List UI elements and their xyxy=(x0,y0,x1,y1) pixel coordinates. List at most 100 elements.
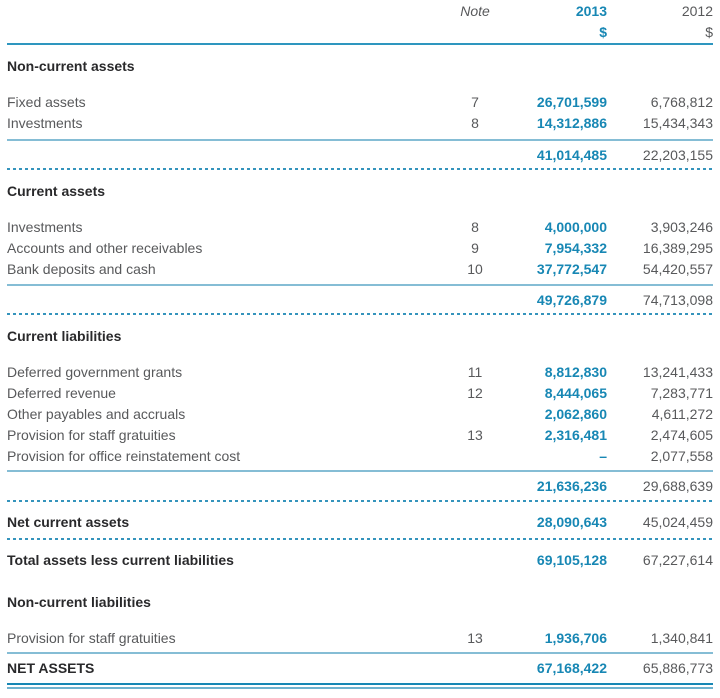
row-note xyxy=(440,550,510,571)
row-note xyxy=(440,512,510,533)
row-label: Bank deposits and cash xyxy=(7,261,156,277)
section-heading-current-assets: Current assets xyxy=(7,183,106,199)
row-note: 8 xyxy=(471,219,479,235)
row-label: Investments xyxy=(7,115,83,131)
subtotal-rule xyxy=(7,284,713,286)
table-row: Bank deposits and cash 10 37,772,547 54,… xyxy=(7,259,713,280)
row-note: 13 xyxy=(467,427,483,443)
row-note: 9 xyxy=(471,240,479,256)
year-2013-column-header: 2013 xyxy=(575,3,607,19)
table-row: Deferred revenue 12 8,444,065 7,283,771 xyxy=(7,383,713,404)
row-note: 8 xyxy=(471,115,479,131)
row-note xyxy=(440,290,510,311)
row-value-2012: 2,474,605 xyxy=(650,427,713,443)
header-rule xyxy=(7,43,713,45)
row-value-2012: 16,389,295 xyxy=(642,240,713,256)
table-row: Provision for office reinstatement cost … xyxy=(7,446,713,467)
net-assets-row: NET ASSETS 67,168,422 65,886,773 xyxy=(7,658,713,679)
subtotal-value-2013: 49,726,879 xyxy=(536,292,607,308)
row-label xyxy=(7,476,440,497)
row-value-2013: 2,062,860 xyxy=(544,406,607,422)
column-header-row: Note 2013 2012 xyxy=(7,1,713,22)
subtotal-rule xyxy=(7,139,713,141)
closing-double-rule xyxy=(7,683,713,689)
row-note: 10 xyxy=(467,261,483,277)
row-label: Deferred government grants xyxy=(7,364,183,380)
row-note xyxy=(440,404,510,425)
currency-2012-header: $ xyxy=(705,24,713,40)
dashed-divider xyxy=(7,538,713,540)
header-spacer xyxy=(7,1,440,22)
row-label: Deferred revenue xyxy=(7,385,116,401)
row-value-2013: 67,168,422 xyxy=(536,660,607,676)
subtotal-value-2012: 29,688,639 xyxy=(642,478,713,494)
row-value-2012: 3,903,246 xyxy=(650,219,713,235)
subtotal-row: 49,726,879 74,713,098 xyxy=(7,290,713,311)
table-row: Other payables and accruals 2,062,860 4,… xyxy=(7,404,713,425)
row-value-2013: 8,444,065 xyxy=(544,385,607,401)
row-value-2013: 1,936,706 xyxy=(544,630,607,646)
row-note xyxy=(440,145,510,166)
row-label: Provision for staff gratuities xyxy=(7,630,176,646)
table-row: Accounts and other receivables 9 7,954,3… xyxy=(7,238,713,259)
currency-2013-header: $ xyxy=(599,24,607,40)
subtotal-value-2013: 21,636,236 xyxy=(536,478,607,494)
table-row: Provision for staff gratuities 13 1,936,… xyxy=(7,628,713,649)
row-value-2012: 45,024,459 xyxy=(642,514,713,530)
row-value-2012: 6,768,812 xyxy=(650,94,713,110)
row-note xyxy=(440,658,510,679)
row-value-2012: 67,227,614 xyxy=(642,552,713,568)
row-value-2013: 2,316,481 xyxy=(544,427,607,443)
row-note: 12 xyxy=(467,385,483,401)
row-label: Provision for office reinstatement cost xyxy=(7,448,241,464)
year-2012-column-header: 2012 xyxy=(681,3,713,19)
row-label: Other payables and accruals xyxy=(7,406,186,422)
row-label xyxy=(7,290,440,311)
row-value-2013: 26,701,599 xyxy=(536,94,607,110)
subtotal-value-2012: 22,203,155 xyxy=(642,147,713,163)
row-value-2012: 7,283,771 xyxy=(650,385,713,401)
row-label: NET ASSETS xyxy=(7,660,95,676)
row-value-2013: 37,772,547 xyxy=(536,261,607,277)
row-label: Net current assets xyxy=(7,514,130,530)
subtotal-row: 21,636,236 29,688,639 xyxy=(7,476,713,497)
row-value-2012: 65,886,773 xyxy=(642,660,713,676)
row-label: Fixed assets xyxy=(7,94,86,110)
subtotal-row: 41,014,485 22,203,155 xyxy=(7,145,713,166)
row-label: Accounts and other receivables xyxy=(7,240,203,256)
total-assets-less-current-liabilities-row: Total assets less current liabilities 69… xyxy=(7,550,713,571)
table-row: Deferred government grants 11 8,812,830 … xyxy=(7,362,713,383)
row-value-2013: – xyxy=(599,448,607,464)
row-label: Provision for staff gratuities xyxy=(7,427,176,443)
row-label: Investments xyxy=(7,219,83,235)
note-column-header: Note xyxy=(460,3,490,19)
row-note xyxy=(440,476,510,497)
row-value-2012: 15,434,343 xyxy=(642,115,713,131)
section-heading-non-current-liabilities: Non-current liabilities xyxy=(7,594,151,610)
row-value-2012: 54,420,557 xyxy=(642,261,713,277)
row-value-2013: 8,812,830 xyxy=(544,364,607,380)
row-note: 13 xyxy=(467,630,483,646)
row-value-2013: 69,105,128 xyxy=(536,552,607,568)
table-row: Investments 8 4,000,000 3,903,246 xyxy=(7,217,713,238)
row-label: Total assets less current liabilities xyxy=(7,552,234,568)
row-value-2013: 28,090,643 xyxy=(536,514,607,530)
row-value-2012: 4,611,272 xyxy=(651,406,713,422)
row-value-2013: 7,954,332 xyxy=(544,240,607,256)
row-value-2012: 13,241,433 xyxy=(642,364,713,380)
row-value-2012: 1,340,841 xyxy=(650,630,713,646)
row-value-2012: 2,077,558 xyxy=(650,448,713,464)
dashed-divider xyxy=(7,313,713,315)
table-row: Provision for staff gratuities 13 2,316,… xyxy=(7,425,713,446)
net-current-assets-row: Net current assets 28,090,643 45,024,459 xyxy=(7,512,713,533)
currency-header-row: $ $ xyxy=(7,22,713,43)
row-note xyxy=(440,446,510,467)
subtotal-rule xyxy=(7,470,713,472)
subtotal-value-2012: 74,713,098 xyxy=(642,292,713,308)
dashed-divider xyxy=(7,500,713,502)
dashed-divider xyxy=(7,168,713,170)
table-row: Fixed assets 7 26,701,599 6,768,812 xyxy=(7,92,713,113)
row-label xyxy=(7,145,440,166)
table-row: Investments 8 14,312,886 15,434,343 xyxy=(7,113,713,134)
